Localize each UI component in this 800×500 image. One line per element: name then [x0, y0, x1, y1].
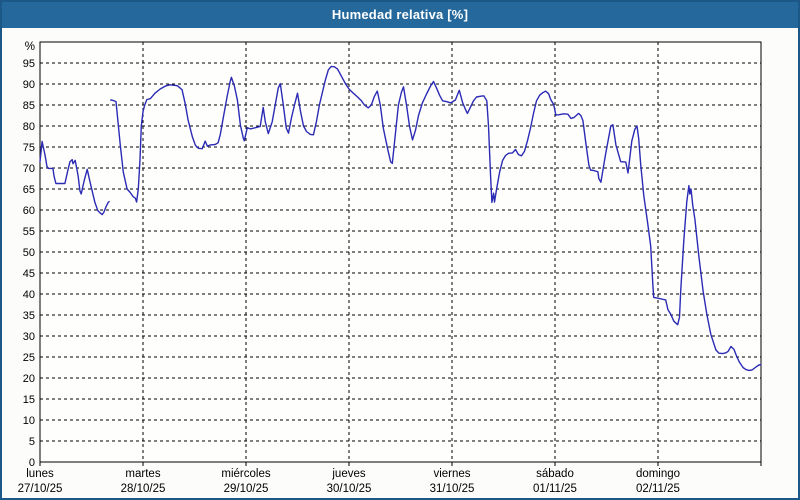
y-tick-label: 90: [23, 79, 35, 91]
y-tick-label: 40: [23, 289, 35, 301]
date-label: 01/11/25: [533, 483, 577, 495]
y-tick-label: 95: [23, 58, 35, 70]
y-tick-label: 70: [23, 163, 35, 175]
day-label: jueves: [331, 468, 365, 480]
y-tick-label: 35: [23, 310, 35, 322]
y-tick-label: 20: [23, 373, 35, 385]
y-tick-label: 10: [23, 415, 35, 427]
chart-title-bar: Humedad relativa [%]: [2, 2, 798, 28]
y-tick-label: 80: [23, 121, 35, 133]
y-tick-label: 55: [23, 226, 35, 238]
date-label: 30/10/25: [327, 483, 372, 495]
humidity-line-segment: [39, 140, 110, 216]
y-tick-label: 75: [23, 142, 35, 154]
day-label: martes: [125, 468, 160, 480]
humidity-line-segment: [110, 65, 762, 372]
day-label: viernes: [433, 468, 470, 480]
y-axis-unit-label: %: [25, 41, 35, 53]
humidity-chart-canvas: 0 5 10 15 20 25 30 35 40 45 50 55 60 65 70 75 80 85 90 95% l…: [18, 41, 762, 495]
date-label: 28/10/25: [121, 483, 166, 495]
date-label: 29/10/25: [224, 483, 269, 495]
y-tick-label: 50: [23, 247, 35, 259]
date-label: 27/10/25: [18, 483, 63, 495]
y-tick-label: 25: [23, 352, 35, 364]
day-label: domingo: [636, 468, 680, 480]
date-label: 02/11/25: [636, 483, 680, 495]
y-tick-label: 60: [23, 205, 35, 217]
date-label: 31/10/25: [430, 483, 475, 495]
day-label: miércoles: [221, 468, 270, 480]
y-tick-label: 65: [23, 184, 35, 196]
y-tick-label: 45: [23, 268, 35, 280]
day-label: lunes: [26, 468, 54, 480]
y-tick-label: 30: [23, 331, 35, 343]
y-tick-label: 0: [29, 457, 35, 469]
day-label: sábado: [536, 468, 574, 480]
y-tick-label: 85: [23, 100, 35, 112]
y-tick-label: 5: [29, 436, 35, 448]
y-tick-label: 15: [23, 394, 35, 406]
